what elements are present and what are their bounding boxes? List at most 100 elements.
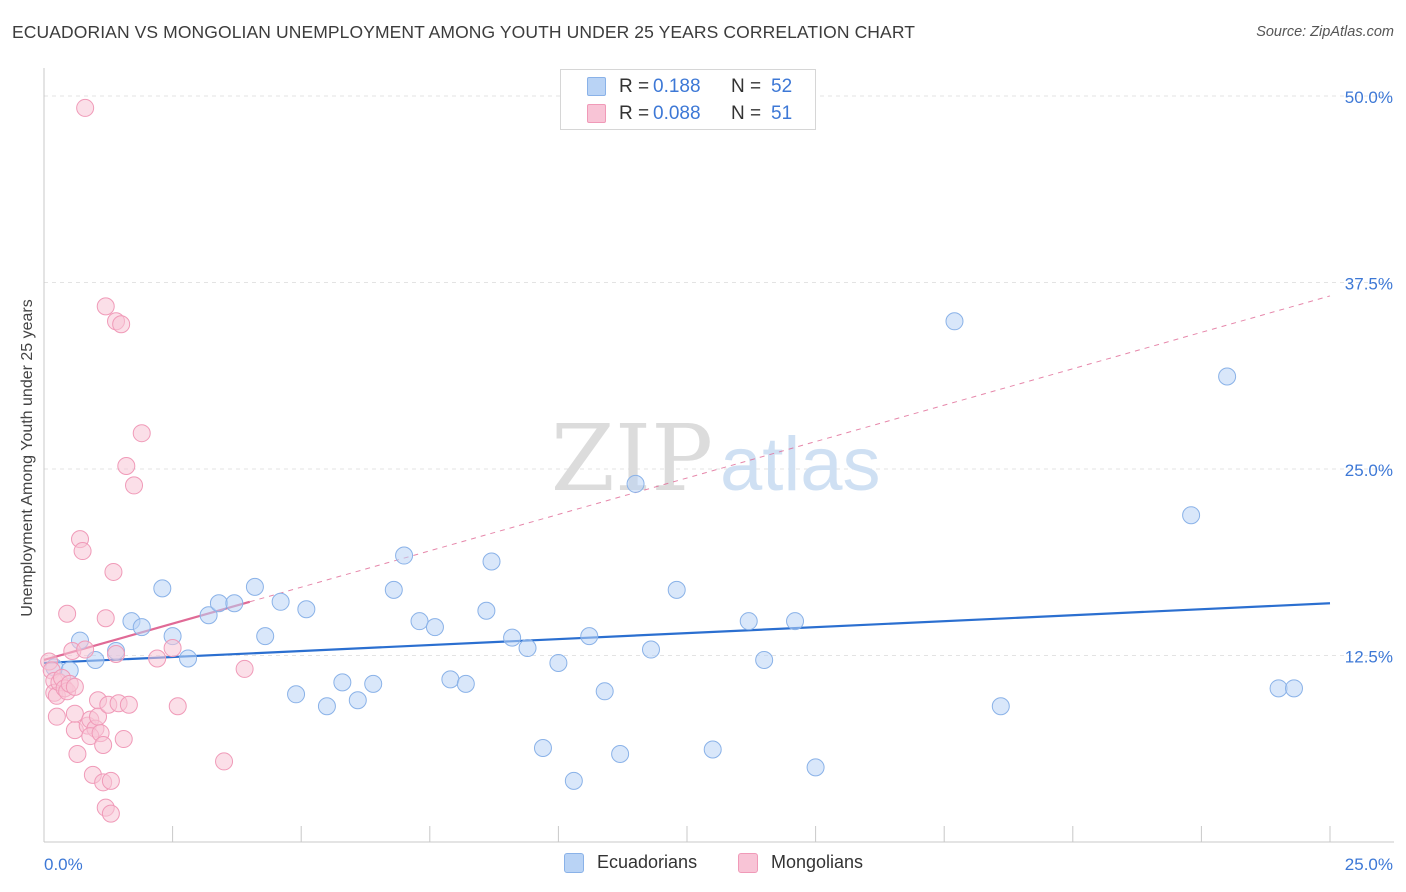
mongolian-point — [104, 562, 123, 581]
mongolian-point — [215, 752, 234, 771]
mongolian-point — [68, 744, 87, 763]
mongolian-point — [101, 804, 120, 823]
mongolian-point — [65, 677, 84, 696]
mongolian-point — [73, 542, 92, 561]
legend-r-value: 0.088 — [653, 103, 701, 124]
mongolian-point — [163, 639, 182, 658]
mongolian-point — [101, 771, 120, 790]
mongolian-point — [94, 736, 113, 755]
x-tick-label: 25.0% — [1345, 855, 1393, 874]
legend-label-mongolians: Mongolians — [771, 852, 864, 872]
mongolian-point — [132, 424, 151, 443]
legend-r-label: R = — [619, 103, 650, 124]
y-tick-label: 25.0% — [1345, 461, 1393, 480]
legend-swatch-mongolians — [587, 104, 606, 123]
ecuadorian-point — [456, 674, 475, 693]
mongolian-point — [58, 604, 77, 623]
y-tick-label: 12.5% — [1345, 648, 1393, 667]
ecuadorian-point — [297, 600, 316, 619]
mongolian-point — [96, 609, 115, 628]
correlation-legend: R = 0.188 N = 52 R = 0.088 N = 51 — [560, 69, 816, 130]
ecuadorian-point — [641, 640, 660, 659]
mongolian-point — [65, 704, 84, 723]
ecuadorian-point — [410, 612, 429, 631]
ecuadorians-trend-line — [43, 602, 1331, 665]
ecuadorian-point — [595, 682, 614, 701]
legend-n-label: N = — [731, 76, 762, 97]
y-tick-label: 37.5% — [1345, 275, 1393, 294]
legend-label-ecuadorians: Ecuadorians — [597, 852, 698, 872]
ecuadorian-point — [271, 592, 290, 611]
ecuadorian-point — [611, 744, 630, 763]
mongolian-point — [107, 645, 126, 664]
ecuadorian-point — [564, 771, 583, 790]
ecuadorian-point — [786, 612, 805, 631]
ecuadorian-point — [425, 618, 444, 637]
ecuadorian-point — [626, 474, 645, 493]
mongolian-point — [96, 297, 115, 316]
legend-swatch-mongolians — [738, 853, 758, 873]
legend-n-value: 51 — [771, 103, 793, 124]
ecuadorian-point — [179, 649, 198, 668]
ecuadorian-point — [132, 618, 151, 637]
mongolian-point — [114, 730, 133, 749]
ecuadorian-point — [667, 580, 686, 599]
ecuadorian-point — [739, 612, 758, 631]
ecuadorian-point — [503, 628, 522, 647]
ecuadorian-point — [209, 594, 228, 613]
legend-n-value: 52 — [771, 76, 793, 97]
y-tick-label: 50.0% — [1345, 88, 1393, 107]
mongolian-point — [168, 697, 187, 716]
mongolian-point — [47, 707, 66, 726]
data-points — [40, 98, 1303, 823]
ecuadorian-point — [945, 312, 964, 331]
ecuadorian-point — [477, 601, 496, 620]
mongolians-trend-extension — [249, 295, 1331, 603]
tick-labels: 12.5% 25.0% 37.5% 50.0% 0.0% 25.0% — [44, 88, 1393, 874]
ecuadorian-point — [1269, 679, 1288, 698]
ecuadorian-point — [703, 740, 722, 759]
legend-n-label: N = — [731, 103, 762, 124]
ecuadorian-point — [991, 697, 1010, 716]
ecuadorian-point — [533, 739, 552, 758]
ecuadorian-point — [333, 673, 352, 692]
mongolian-point — [76, 640, 95, 659]
ecuadorian-point — [287, 685, 306, 704]
legend-swatch-ecuadorians — [587, 77, 606, 96]
ecuadorian-point — [518, 639, 537, 658]
mongolian-point — [119, 695, 138, 714]
ecuadorian-point — [317, 697, 336, 716]
watermark-atlas: atlas — [720, 422, 881, 507]
ecuadorian-point — [395, 546, 414, 565]
ecuadorian-point — [580, 627, 599, 646]
axes — [43, 68, 1394, 843]
ecuadorian-point — [348, 691, 367, 710]
mongolian-point — [235, 659, 254, 678]
ecuadorian-point — [153, 579, 172, 598]
ecuadorian-point — [549, 653, 568, 672]
mongolian-point — [148, 649, 167, 668]
ecuadorian-point — [1182, 506, 1201, 525]
ecuadorian-point — [245, 577, 264, 596]
ecuadorian-point — [482, 552, 501, 571]
ecuadorian-point — [225, 594, 244, 613]
ecuadorian-point — [1218, 367, 1237, 386]
ecuadorian-point — [1284, 679, 1303, 698]
ecuadorian-point — [441, 670, 460, 689]
ecuadorian-point — [755, 650, 774, 669]
ecuadorian-point — [384, 580, 403, 599]
mongolian-point — [125, 476, 144, 495]
mongolian-point — [76, 98, 95, 117]
ecuadorian-point — [256, 627, 275, 646]
x-tick-label: 0.0% — [44, 855, 83, 874]
chart-title: ECUADORIAN VS MONGOLIAN UNEMPLOYMENT AMO… — [12, 22, 916, 42]
gridlines — [44, 95, 1394, 656]
watermark-zip: ZIP — [551, 405, 713, 512]
ecuadorian-point — [806, 758, 825, 777]
legend-r-value: 0.188 — [653, 76, 701, 97]
legend-swatch-ecuadorians — [564, 853, 584, 873]
ecuadorian-point — [364, 674, 383, 693]
mongolian-point — [112, 315, 131, 334]
source-credit: Source: ZipAtlas.com — [1256, 24, 1394, 40]
